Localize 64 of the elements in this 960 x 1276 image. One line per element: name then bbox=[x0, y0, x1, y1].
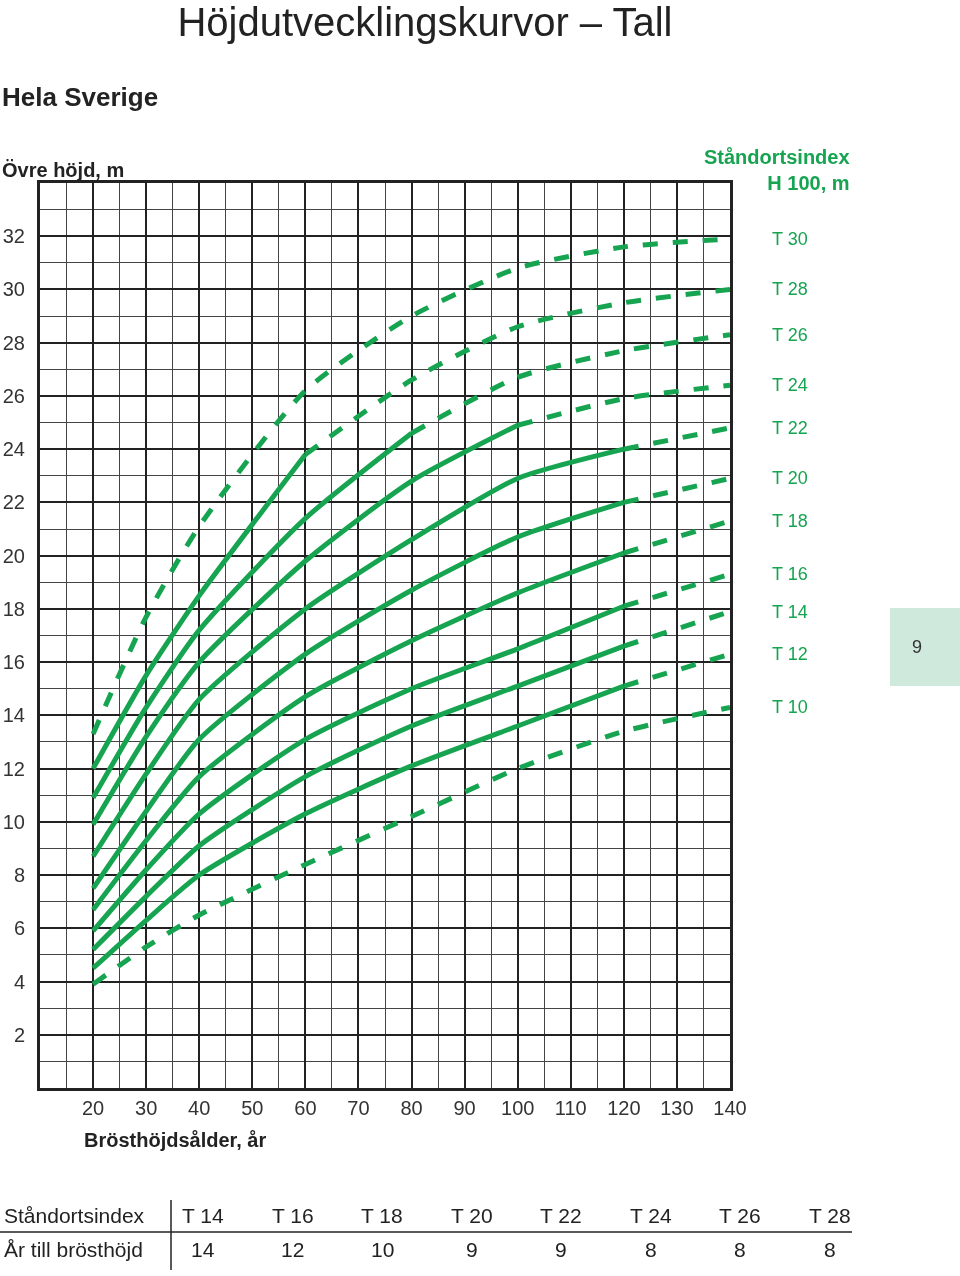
text: T 28 bbox=[772, 279, 808, 299]
y-tick-label: 16 bbox=[2, 651, 25, 674]
y-tick-label: 26 bbox=[2, 384, 25, 407]
text: T 20 bbox=[772, 468, 808, 488]
text: 8 bbox=[734, 1238, 746, 1261]
text: År till brösthöjd bbox=[4, 1238, 143, 1261]
text: 9 bbox=[555, 1238, 567, 1261]
x-tick-label: 20 bbox=[81, 1097, 105, 1119]
x-tick-label: 30 bbox=[135, 1097, 158, 1119]
y-tick-label: 18 bbox=[2, 597, 25, 620]
y-tick-label: 28 bbox=[2, 331, 25, 354]
text: T 16 bbox=[772, 564, 808, 584]
text: T 30 bbox=[772, 229, 808, 249]
text: 10 bbox=[371, 1238, 395, 1261]
y-tick-label: 24 bbox=[2, 438, 25, 461]
text: T 22 bbox=[540, 1204, 582, 1227]
text: 14 bbox=[191, 1238, 215, 1261]
x-tick-label: 60 bbox=[294, 1097, 317, 1119]
chart-subtitle: Hela Sverige bbox=[2, 82, 159, 112]
text: T 18 bbox=[361, 1204, 403, 1227]
x-tick-label: 90 bbox=[453, 1097, 476, 1119]
text: T 26 bbox=[772, 325, 808, 345]
text: T 20 bbox=[451, 1204, 493, 1227]
y-tick-label: 10 bbox=[2, 810, 25, 833]
text: T 22 bbox=[772, 418, 808, 438]
text: 8 bbox=[824, 1238, 836, 1261]
legend-title: Ståndortsindex H 100, m bbox=[704, 146, 850, 194]
x-tick-label: 100 bbox=[501, 1097, 535, 1119]
y-tick-label: 14 bbox=[2, 704, 25, 727]
chart-title: Höjdutvecklingskurvor – Tall bbox=[177, 0, 673, 44]
x-tick-label: 120 bbox=[607, 1097, 641, 1119]
y-tick-label: 32 bbox=[2, 225, 25, 248]
x-tick-label: 80 bbox=[400, 1097, 423, 1119]
text: T 28 bbox=[809, 1204, 851, 1227]
y-axis-title: Övre höjd, m bbox=[2, 159, 125, 181]
x-tick-label: 140 bbox=[713, 1097, 747, 1119]
y-tick-label: 22 bbox=[2, 491, 25, 514]
x-tick-label: 40 bbox=[188, 1097, 211, 1119]
text: 8 bbox=[645, 1238, 657, 1261]
x-tick-label: 130 bbox=[660, 1097, 694, 1119]
text: T 12 bbox=[772, 644, 808, 664]
text: T 14 bbox=[182, 1204, 224, 1227]
text: 9 bbox=[912, 637, 923, 657]
y-tick-label: 8 bbox=[13, 864, 25, 887]
y-tick-label: 4 bbox=[13, 970, 25, 993]
x-tick-label: 110 bbox=[554, 1097, 587, 1119]
text: 9 bbox=[466, 1238, 478, 1261]
x-tick-label: 70 bbox=[347, 1097, 370, 1119]
text: T 24 bbox=[772, 375, 808, 395]
y-tick-label: 12 bbox=[2, 757, 25, 780]
y-tick-label: 2 bbox=[13, 1023, 25, 1046]
text: Ståndortsindex bbox=[4, 1204, 145, 1227]
text: T 16 bbox=[272, 1204, 314, 1227]
text: T 18 bbox=[772, 511, 808, 531]
x-tick-label: 50 bbox=[241, 1097, 264, 1119]
x-axis-title: Brösthöjdsålder, år bbox=[84, 1129, 267, 1151]
y-tick-label: 20 bbox=[2, 544, 25, 567]
y-tick-label: 6 bbox=[13, 917, 25, 940]
text: 12 bbox=[281, 1238, 305, 1261]
text: T 26 bbox=[719, 1204, 761, 1227]
y-tick-label: 30 bbox=[2, 278, 25, 301]
text: T 24 bbox=[630, 1204, 672, 1227]
text: T 10 bbox=[772, 697, 808, 717]
text: T 14 bbox=[772, 602, 808, 622]
